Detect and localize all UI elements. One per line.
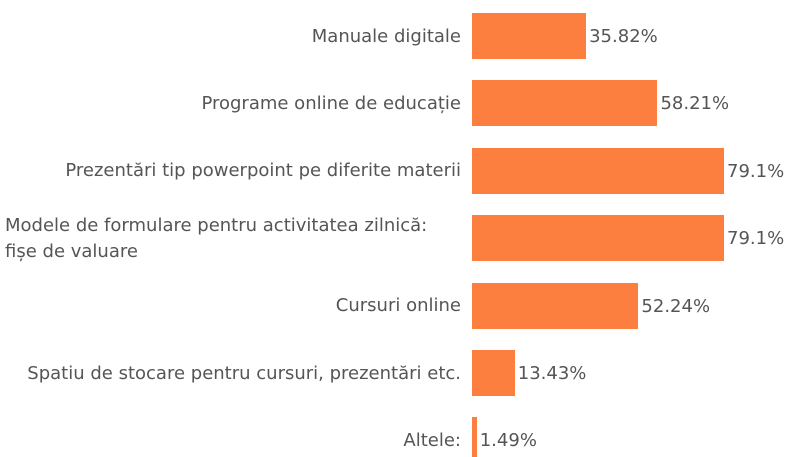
bar-row: Programe online de educație 58.21% [0, 70, 801, 137]
value-label: 58.21% [660, 93, 730, 115]
value-label: 79.1% [727, 160, 785, 182]
bar [472, 80, 658, 127]
bar-row: Cursuri online 52.24% [0, 273, 801, 340]
category-label-box: Manuale digitale [5, 3, 461, 70]
value-label: 52.24% [641, 295, 711, 317]
bar [472, 215, 724, 262]
bar [472, 350, 515, 396]
category-label-box: Prezentări tip powerpoint pe diferite ma… [5, 138, 461, 205]
category-label: Cursuri online [335, 295, 461, 317]
bar-row: Manuale digitale 35.82% [0, 3, 801, 70]
bar [472, 282, 639, 329]
category-label: Programe online de educație [201, 92, 461, 114]
value-label: 79.1% [727, 228, 785, 250]
bar-row: Altele: 1.49% [0, 407, 801, 457]
category-label-box: Altele: [5, 407, 461, 457]
category-label: Altele: [403, 429, 461, 451]
bar-row: Spatiu de stocare pentru cursuri, prezen… [0, 340, 801, 407]
bar-row: Prezentări tip powerpoint pe diferite ma… [0, 138, 801, 205]
category-label: Prezentări tip powerpoint pe diferite ma… [65, 160, 461, 182]
category-label-box: Modele de formulare pentru activitatea z… [5, 205, 461, 272]
category-label-box: Programe online de educație [5, 70, 461, 137]
bar [472, 13, 587, 59]
category-label-box: Spatiu de stocare pentru cursuri, prezen… [5, 340, 461, 407]
bar [472, 417, 477, 457]
value-label: 13.43% [517, 363, 587, 384]
category-label-box: Cursuri online [5, 273, 461, 340]
bar [472, 147, 724, 194]
bar-row: Modele de formulare pentru activitatea z… [0, 205, 801, 272]
category-label: Modele de formulare pentru activitatea z… [5, 214, 428, 262]
value-label: 1.49% [479, 430, 537, 452]
category-label: Spatiu de stocare pentru cursuri, prezen… [27, 362, 461, 384]
category-label: Manuale digitale [311, 25, 461, 47]
value-label: 35.82% [589, 26, 658, 47]
